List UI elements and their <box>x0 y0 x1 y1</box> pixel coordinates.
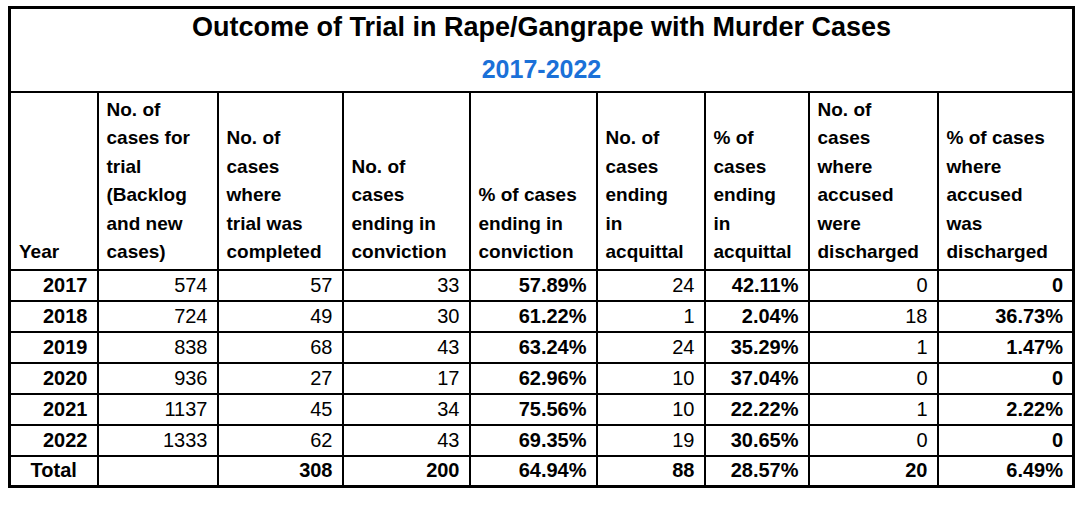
table-row-2019: 2019 838 68 43 63.24% 24 35.29% 1 1.47% <box>10 332 1074 363</box>
cell: 18 <box>809 301 938 332</box>
cell: 1 <box>597 301 705 332</box>
cell: 0 <box>938 270 1074 301</box>
cell: 61.22% <box>470 301 597 332</box>
col-header-no-conviction: No. of cases ending in conviction <box>343 92 470 270</box>
cell: 24 <box>597 332 705 363</box>
table-row-2020: 2020 936 27 17 62.96% 10 37.04% 0 0 <box>10 363 1074 394</box>
cell: 10 <box>597 363 705 394</box>
col-header-trial-completed: No. of cases where trial was completed <box>218 92 343 270</box>
title-cell: Outcome of Trial in Rape/Gangrape with M… <box>10 8 1074 92</box>
page-title: Outcome of Trial in Rape/Gangrape with M… <box>11 12 1072 43</box>
cell: 1 <box>809 332 938 363</box>
col-header-no-discharged: No. of cases where accused were discharg… <box>809 92 938 270</box>
cell: 36.73% <box>938 301 1074 332</box>
cell: 24 <box>597 270 705 301</box>
cell: 35.29% <box>705 332 809 363</box>
header-row: Year No. of cases for trial (Backlog and… <box>10 92 1074 270</box>
cell: 0 <box>938 425 1074 456</box>
cell: 30.65% <box>705 425 809 456</box>
cell: 37.04% <box>705 363 809 394</box>
cell: 6.49% <box>938 456 1074 487</box>
cell: 1.47% <box>938 332 1074 363</box>
cell: 33 <box>343 270 470 301</box>
cell: 49 <box>218 301 343 332</box>
cell: 936 <box>98 363 218 394</box>
year-cell: 2021 <box>10 394 98 425</box>
col-header-pct-conviction: % of cases ending in conviction <box>470 92 597 270</box>
cell <box>98 456 218 487</box>
cell: 22.22% <box>705 394 809 425</box>
cell: 0 <box>809 363 938 394</box>
cell: 1 <box>809 394 938 425</box>
cell: 64.94% <box>470 456 597 487</box>
cell: 19 <box>597 425 705 456</box>
cell: 0 <box>809 270 938 301</box>
cell: 63.24% <box>470 332 597 363</box>
title-row: Outcome of Trial in Rape/Gangrape with M… <box>10 8 1074 92</box>
cell: 2.04% <box>705 301 809 332</box>
cell: 57.89% <box>470 270 597 301</box>
cell: 1333 <box>98 425 218 456</box>
cell: 57 <box>218 270 343 301</box>
cell: 28.57% <box>705 456 809 487</box>
cell: 308 <box>218 456 343 487</box>
cell: 62 <box>218 425 343 456</box>
year-cell: 2020 <box>10 363 98 394</box>
table-row-2018: 2018 724 49 30 61.22% 1 2.04% 18 36.73% <box>10 301 1074 332</box>
cell: 10 <box>597 394 705 425</box>
page-subtitle: 2017-2022 <box>11 55 1072 84</box>
table-row-2021: 2021 1137 45 34 75.56% 10 22.22% 1 2.22% <box>10 394 1074 425</box>
cell: 30 <box>343 301 470 332</box>
cell: 43 <box>343 332 470 363</box>
col-header-cases-for-trial: No. of cases for trial (Backlog and new … <box>98 92 218 270</box>
table-row-total: Total 308 200 64.94% 88 28.57% 20 6.49% <box>10 456 1074 487</box>
cell: 27 <box>218 363 343 394</box>
cell: 34 <box>343 394 470 425</box>
cell: 2.22% <box>938 394 1074 425</box>
col-header-year: Year <box>10 92 98 270</box>
total-label-cell: Total <box>10 456 98 487</box>
cell: 62.96% <box>470 363 597 394</box>
cell: 20 <box>809 456 938 487</box>
cell: 42.11% <box>705 270 809 301</box>
table-row-2017: 2017 574 57 33 57.89% 24 42.11% 0 0 <box>10 270 1074 301</box>
year-cell: 2017 <box>10 270 98 301</box>
cell: 0 <box>938 363 1074 394</box>
outcome-of-trial-table: Outcome of Trial in Rape/Gangrape with M… <box>8 6 1075 488</box>
cell: 200 <box>343 456 470 487</box>
table-row-2022: 2022 1333 62 43 69.35% 19 30.65% 0 0 <box>10 425 1074 456</box>
cell: 574 <box>98 270 218 301</box>
col-header-pct-discharged: % of cases where accused was discharged <box>938 92 1074 270</box>
cell: 43 <box>343 425 470 456</box>
col-header-no-acquittal: No. of cases ending in acquittal <box>597 92 705 270</box>
year-cell: 2019 <box>10 332 98 363</box>
cell: 68 <box>218 332 343 363</box>
cell: 838 <box>98 332 218 363</box>
cell: 0 <box>809 425 938 456</box>
year-cell: 2022 <box>10 425 98 456</box>
year-cell: 2018 <box>10 301 98 332</box>
cell: 88 <box>597 456 705 487</box>
page: Outcome of Trial in Rape/Gangrape with M… <box>0 0 1080 506</box>
cell: 17 <box>343 363 470 394</box>
cell: 1137 <box>98 394 218 425</box>
cell: 69.35% <box>470 425 597 456</box>
cell: 75.56% <box>470 394 597 425</box>
cell: 45 <box>218 394 343 425</box>
cell: 724 <box>98 301 218 332</box>
col-header-pct-acquittal: % of cases ending in acquittal <box>705 92 809 270</box>
